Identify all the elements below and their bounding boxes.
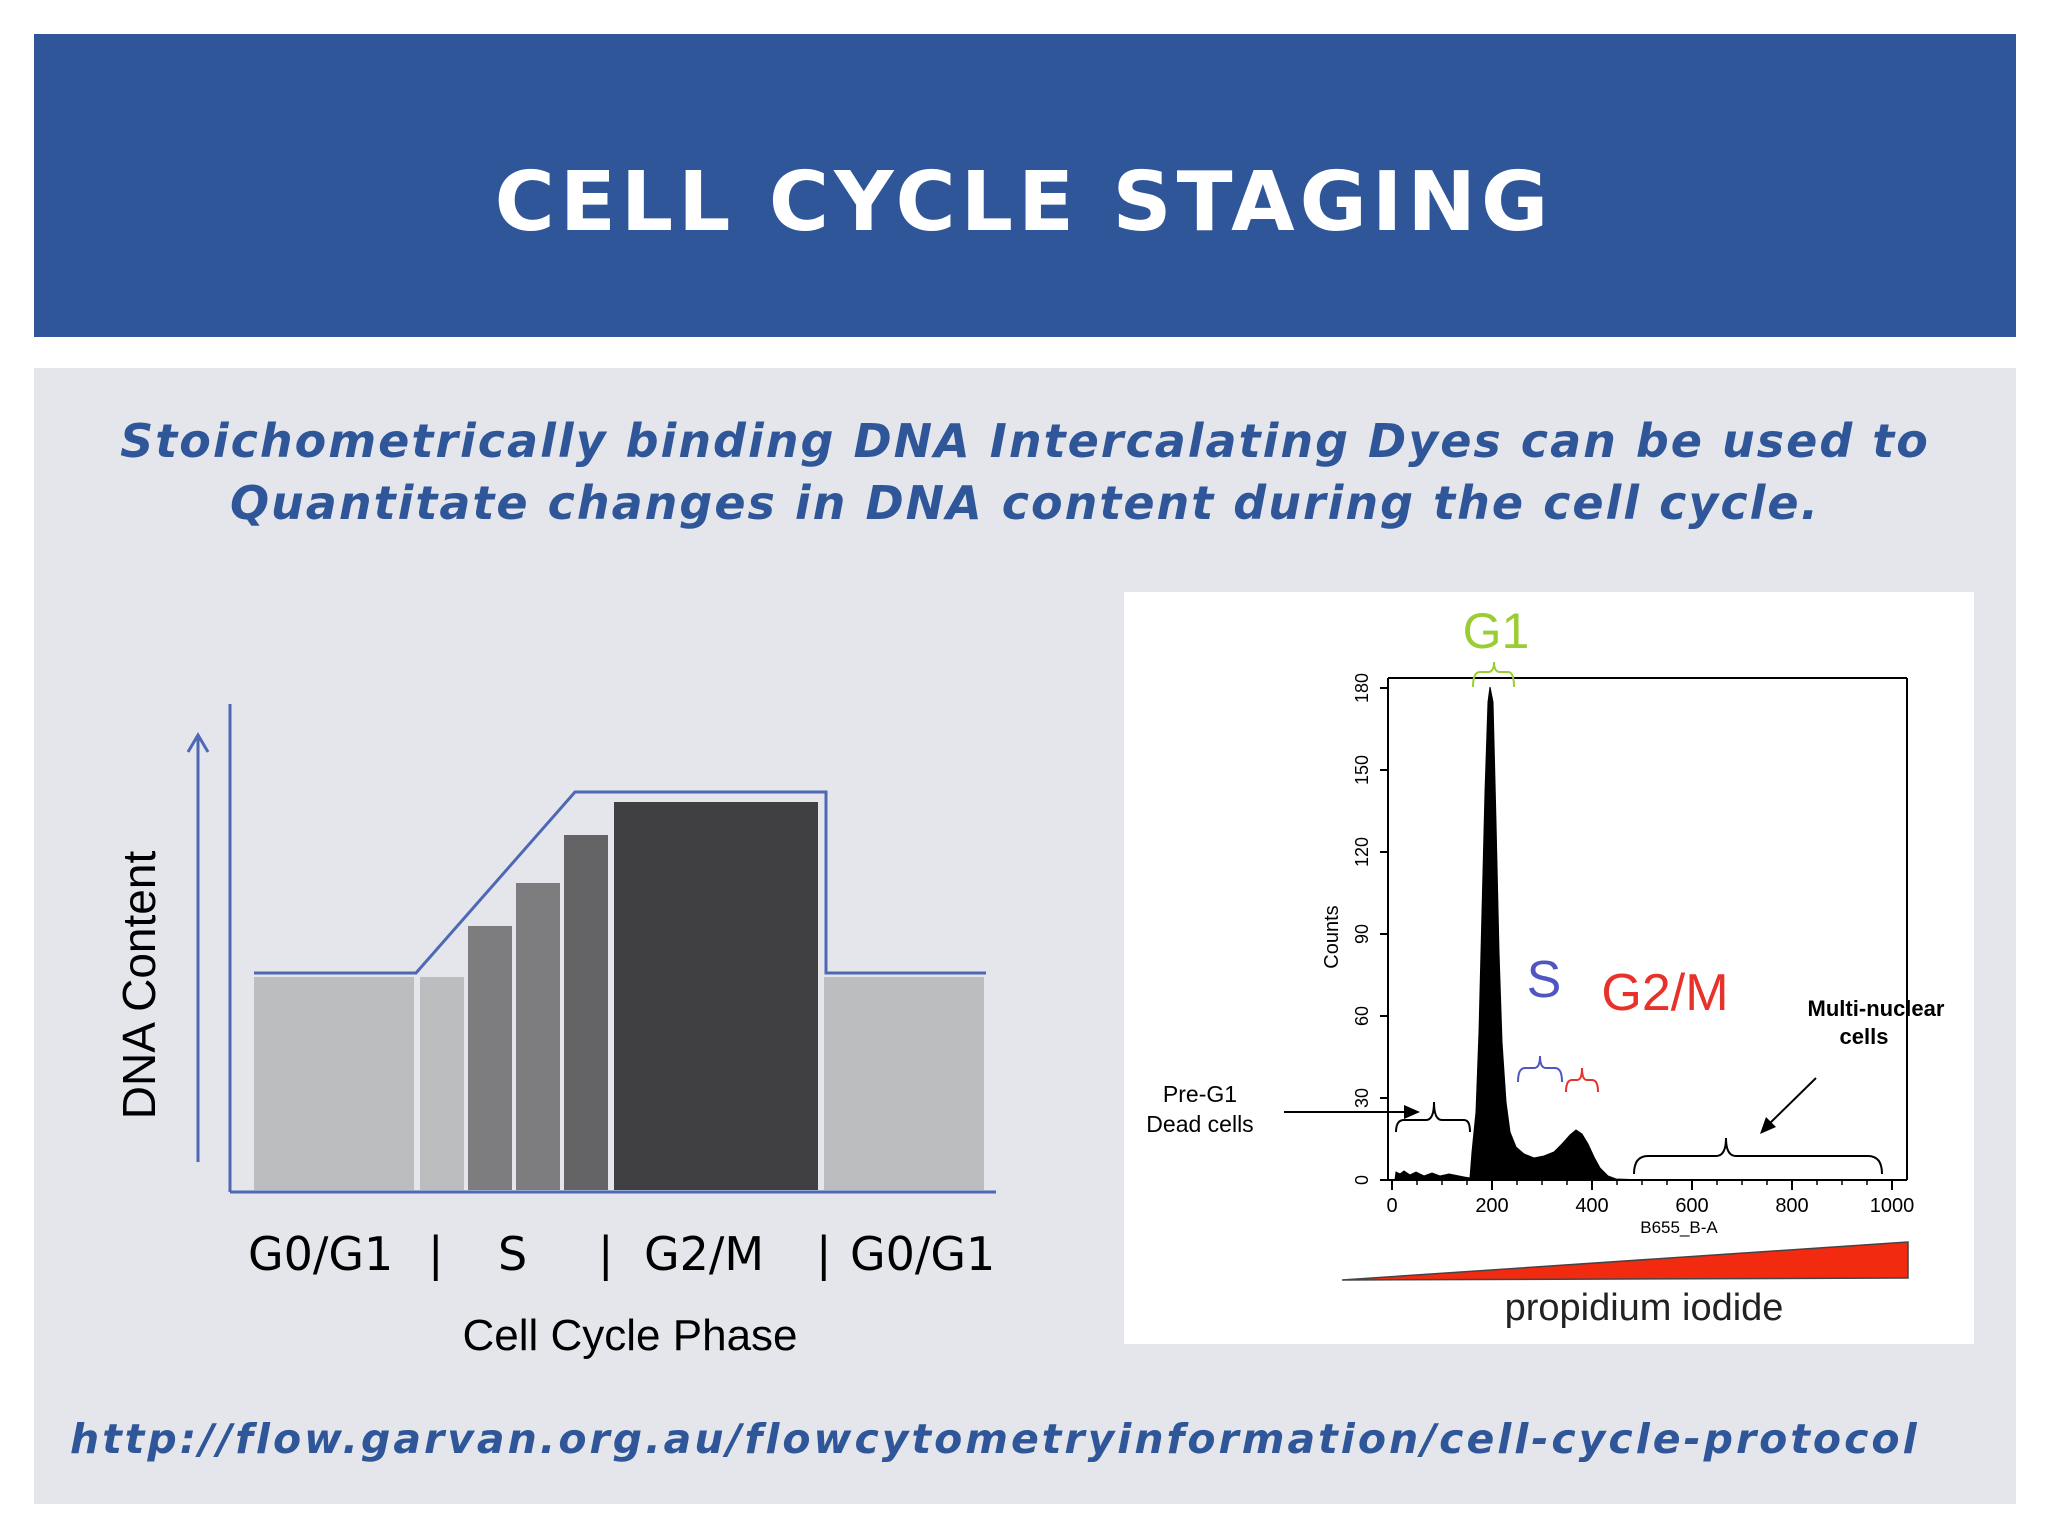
y-tick-180: 180 (1352, 673, 1372, 703)
x-tick-1000: 1000 (1870, 1195, 1915, 1217)
multi-nuclear-label: Multi-nuclear (1808, 996, 1945, 1021)
pre-g1-brace (1395, 1101, 1471, 1133)
cells-label: cells (1840, 1024, 1889, 1049)
multi-nuclear-arrowhead (1760, 1117, 1776, 1134)
x-tick-0: 0 (1386, 1195, 1397, 1217)
subtitle: Stoichometrically binding DNA Intercalat… (34, 410, 2016, 534)
propidium-iodide-wedge (1341, 1241, 1909, 1281)
y-tick-120: 120 (1352, 837, 1372, 867)
histogram-background (1124, 592, 1974, 1344)
phase-separator-2: | (598, 1227, 614, 1282)
subtitle-line-1: Stoichometrically binding DNA Intercalat… (120, 414, 1930, 468)
label-g2m: G2/M (1601, 964, 1728, 1022)
source-link[interactable]: http://flow.garvan.org.au/flowcytometryi… (70, 1415, 1920, 1463)
propidium-iodide-label: propidium iodide (1505, 1287, 1784, 1329)
dead-cells-label: Dead cells (1146, 1111, 1253, 1137)
x-ticks (1391, 1180, 1893, 1190)
s-brace (1517, 1055, 1563, 1083)
x-tick-600: 600 (1675, 1195, 1708, 1217)
phase-label-g0g1-right: G0/G1 (850, 1227, 995, 1281)
x-tick-400: 400 (1575, 1195, 1608, 1217)
bar-s-2 (468, 926, 512, 1190)
bar-g2m (614, 802, 818, 1190)
pre-g1-label: Pre-G1 (1163, 1081, 1237, 1107)
dna-content-outline (254, 790, 986, 975)
y-tick-90: 90 (1352, 924, 1372, 944)
x-axis-label-b655: B655_B-A (1640, 1218, 1718, 1237)
pre-g1-arrowhead (1404, 1105, 1420, 1119)
bar-s-1 (420, 977, 464, 1190)
y-tick-60: 60 (1352, 1006, 1372, 1026)
phase-label-g2m: G2/M (644, 1227, 764, 1281)
y-tick-30: 30 (1352, 1088, 1372, 1108)
phase-separator-3: | (816, 1227, 832, 1282)
bar-g0g1-left (254, 977, 414, 1190)
phase-separator-1: | (428, 1227, 444, 1282)
histogram-curve (1394, 686, 1907, 1181)
bar-s-3 (516, 883, 560, 1190)
label-s: S (1527, 951, 1562, 1009)
multi-nuclear-arrow (1765, 1077, 1817, 1128)
y-axis-label: DNA Content (113, 851, 165, 1120)
x-axis-label: Cell Cycle Phase (462, 1311, 797, 1360)
slide-title: CELL CYCLE STAGING (494, 155, 1554, 250)
phase-label-g0g1-left: G0/G1 (248, 1227, 393, 1281)
y-tick-0: 0 (1352, 1175, 1372, 1185)
g2m-brace (1565, 1067, 1599, 1093)
x-tick-200: 200 (1475, 1195, 1508, 1217)
subtitle-line-2: Quantitate changes in DNA content during… (229, 476, 1821, 530)
multi-nuclear-brace (1633, 1137, 1883, 1175)
pi-histogram-figure: 0 30 60 90 120 150 180 Counts 0 200 400 … (1124, 592, 1974, 1344)
label-g1: G1 (1463, 603, 1530, 659)
y-ticks (1380, 687, 1388, 1181)
x-tick-800: 800 (1775, 1195, 1808, 1217)
bar-s-4 (564, 835, 608, 1190)
g1-brace (1472, 661, 1515, 688)
y-arrow-head (186, 732, 210, 753)
y-axis-label-counts: Counts (1321, 905, 1343, 968)
y-tick-150: 150 (1352, 755, 1372, 785)
x-minor-ticks (1416, 1180, 1868, 1185)
title-banner (34, 34, 2016, 337)
phase-label-s: S (498, 1227, 527, 1281)
bar-g0g1-right (824, 977, 984, 1190)
